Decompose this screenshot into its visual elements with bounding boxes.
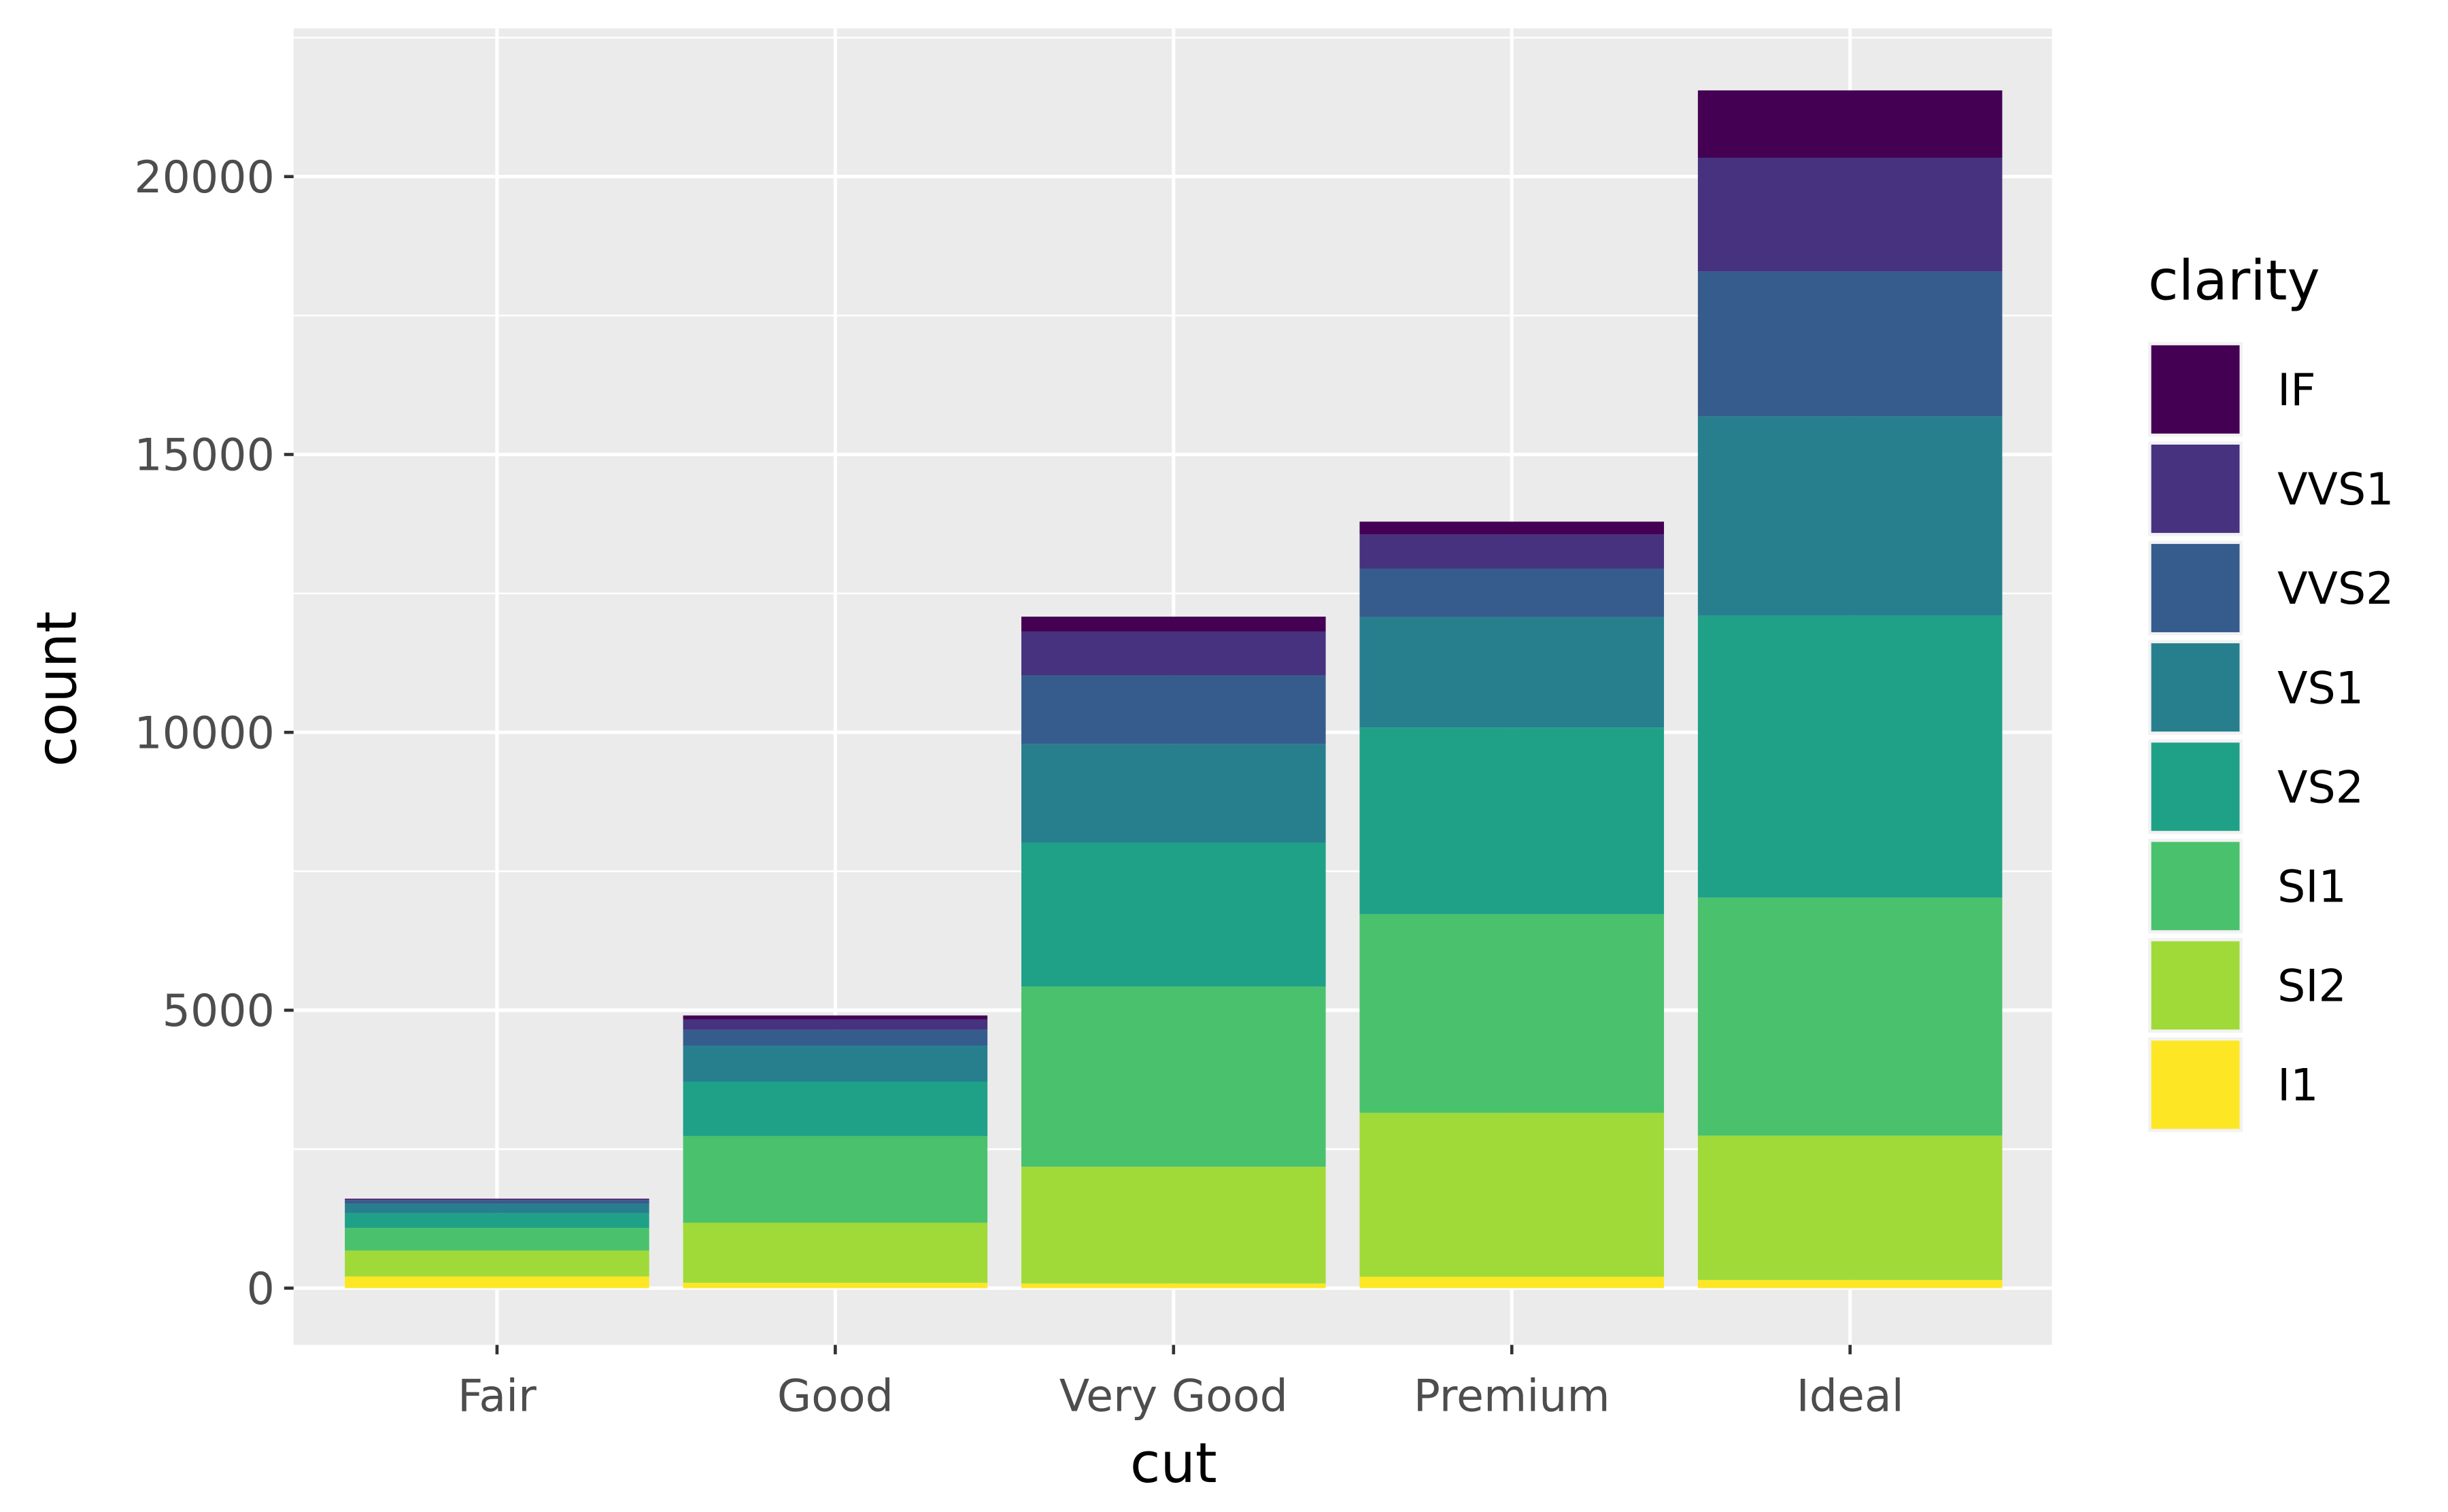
legend-swatch-si2 xyxy=(2151,941,2240,1030)
legend-label: SI2 xyxy=(2277,961,2347,1012)
x-tick-label: Very Good xyxy=(1059,1371,1288,1422)
bar-segment-very-good-si2 xyxy=(1021,1167,1326,1284)
legend-swatch-vvs1 xyxy=(2151,444,2240,533)
bar-segment-premium-vs2 xyxy=(1359,727,1665,914)
legend-label: VS1 xyxy=(2277,663,2364,714)
bar-segment-good-if xyxy=(683,1015,988,1020)
bar-segment-premium-i1 xyxy=(1359,1276,1665,1288)
bar-segment-very-good-vs1 xyxy=(1021,744,1326,843)
bar-segment-premium-vvs1 xyxy=(1359,534,1665,569)
y-tick-label: 10000 xyxy=(134,708,275,759)
bar-segment-fair-si1 xyxy=(345,1228,649,1251)
bar-segment-premium-vvs2 xyxy=(1359,568,1665,617)
bar-segment-ideal-si2 xyxy=(1697,1135,2003,1280)
bar-segment-good-vs2 xyxy=(683,1081,988,1136)
bar-segment-fair-vs2 xyxy=(345,1213,649,1228)
legend-label: VS2 xyxy=(2277,762,2364,813)
bar-segment-fair-vs1 xyxy=(345,1203,649,1214)
bar-segment-good-si1 xyxy=(683,1135,988,1223)
legend-swatch-vs2 xyxy=(2151,742,2240,831)
bar-segment-ideal-i1 xyxy=(1697,1279,2003,1288)
axes: 0 5000 10000 15000 20000 Fair Good Very Good Pre… xyxy=(134,152,1903,1422)
bar-segment-good-vs1 xyxy=(683,1046,988,1082)
bar-segment-good-si2 xyxy=(683,1222,988,1283)
y-tick-label: 5000 xyxy=(163,986,275,1037)
bar-segment-very-good-i1 xyxy=(1021,1283,1326,1288)
legend-label: I1 xyxy=(2277,1061,2318,1112)
bar-segment-premium-if xyxy=(1359,521,1665,535)
legend-swatch-if xyxy=(2151,345,2240,434)
bar-segment-ideal-vvs1 xyxy=(1697,158,2003,272)
y-tick-label: 15000 xyxy=(134,430,275,481)
bar-segment-ideal-si1 xyxy=(1697,897,2003,1136)
bar-segment-very-good-vvs1 xyxy=(1021,631,1326,676)
legend-title: clarity xyxy=(2148,250,2320,313)
bar-segment-good-vvs1 xyxy=(683,1019,988,1030)
bars xyxy=(345,90,2003,1288)
bar-segment-good-vvs2 xyxy=(683,1029,988,1046)
bar-segment-ideal-vs2 xyxy=(1697,615,2003,898)
legend: clarity IF VVS1 VVS2 VS1 VS2 SI1 SI2 I1 xyxy=(2147,250,2394,1133)
bar-segment-fair-i1 xyxy=(345,1276,649,1288)
legend-swatch-si1 xyxy=(2151,842,2240,931)
bar-segment-very-good-if xyxy=(1021,617,1326,632)
x-tick-label: Fair xyxy=(458,1371,537,1422)
x-tick-label: Good xyxy=(777,1371,894,1422)
bar-segment-fair-si2 xyxy=(345,1250,649,1277)
bar-segment-premium-si2 xyxy=(1359,1112,1665,1277)
legend-label: VVS1 xyxy=(2277,464,2394,515)
bar-segment-very-good-si1 xyxy=(1021,986,1326,1167)
bar-segment-very-good-vs2 xyxy=(1021,842,1326,987)
legend-label: IF xyxy=(2277,365,2316,416)
bar-segment-ideal-vvs2 xyxy=(1697,271,2003,417)
x-axis-title: cut xyxy=(1130,1432,1217,1496)
bar-segment-premium-si1 xyxy=(1359,914,1665,1113)
legend-label: SI1 xyxy=(2277,862,2347,913)
bar-segment-ideal-if xyxy=(1697,90,2003,158)
bar-segment-fair-vvs2 xyxy=(345,1200,649,1204)
legend-swatch-i1 xyxy=(2151,1040,2240,1129)
legend-swatch-vvs2 xyxy=(2151,544,2240,632)
bar-segment-good-i1 xyxy=(683,1282,988,1288)
bar-segment-fair-vvs1 xyxy=(345,1199,649,1201)
x-tick-label: Premium xyxy=(1414,1371,1610,1422)
bar-segment-very-good-vvs2 xyxy=(1021,675,1326,744)
y-tick-label: 20000 xyxy=(134,152,275,203)
legend-swatch-vs1 xyxy=(2151,643,2240,732)
x-tick-label: Ideal xyxy=(1797,1371,1904,1422)
bar-segment-premium-vs1 xyxy=(1359,617,1665,728)
bar-segment-ideal-vs1 xyxy=(1697,416,2003,616)
y-tick-label: 0 xyxy=(247,1264,275,1315)
y-axis-title: count xyxy=(26,611,90,767)
legend-label: VVS2 xyxy=(2277,564,2394,615)
